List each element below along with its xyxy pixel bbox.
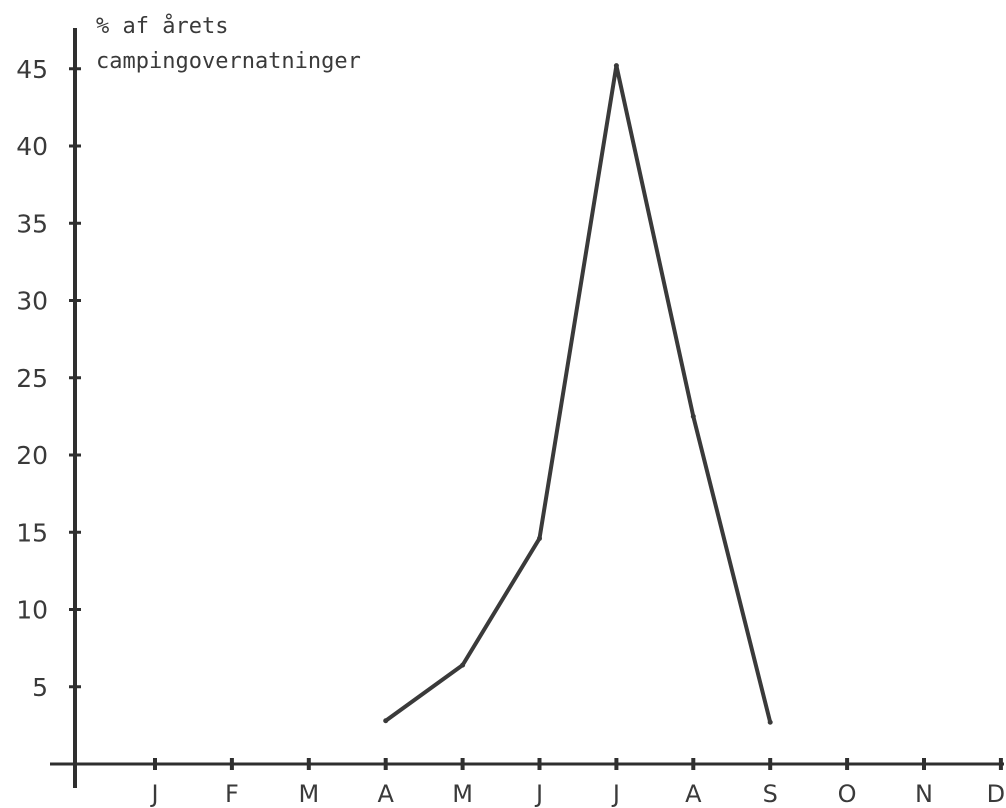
data-point — [383, 718, 389, 724]
y-tick-label: 5 — [32, 673, 48, 702]
y-tick-label: 20 — [16, 441, 48, 470]
y-tick-label: 45 — [16, 55, 48, 84]
x-tick-label: J — [611, 780, 620, 808]
y-ticks: 5 10 15 20 25 30 35 40 45 — [16, 55, 81, 702]
x-tick-label: M — [452, 780, 473, 808]
y-tick-label: 35 — [16, 209, 48, 238]
x-tick-label: N — [915, 780, 933, 808]
data-point — [613, 63, 619, 69]
x-tick-label: O — [838, 780, 857, 808]
x-tick-label: J — [534, 780, 543, 808]
data-point — [537, 535, 542, 541]
x-tick-label: J — [149, 780, 158, 808]
y-tick-label: 10 — [16, 596, 48, 625]
x-tick-label: A — [685, 780, 702, 808]
y-tick-label: 15 — [16, 518, 48, 547]
data-point — [767, 719, 773, 725]
data-point — [460, 662, 466, 668]
y-tick-label: 40 — [16, 132, 48, 161]
x-tick-label: M — [298, 780, 319, 808]
data-point — [690, 413, 696, 419]
x-tick-label: F — [225, 780, 239, 808]
x-tick-label: S — [763, 780, 778, 808]
y-tick-label: 30 — [16, 287, 48, 316]
y-axis-label-line-2: campingovernatninger — [96, 49, 361, 74]
x-tick-label: D — [987, 780, 1005, 808]
x-tick-label: A — [377, 780, 394, 808]
series-line — [383, 63, 773, 725]
y-axis-label-line-1: % af årets — [96, 13, 228, 39]
y-tick-label: 25 — [16, 364, 48, 393]
series — [383, 63, 773, 725]
